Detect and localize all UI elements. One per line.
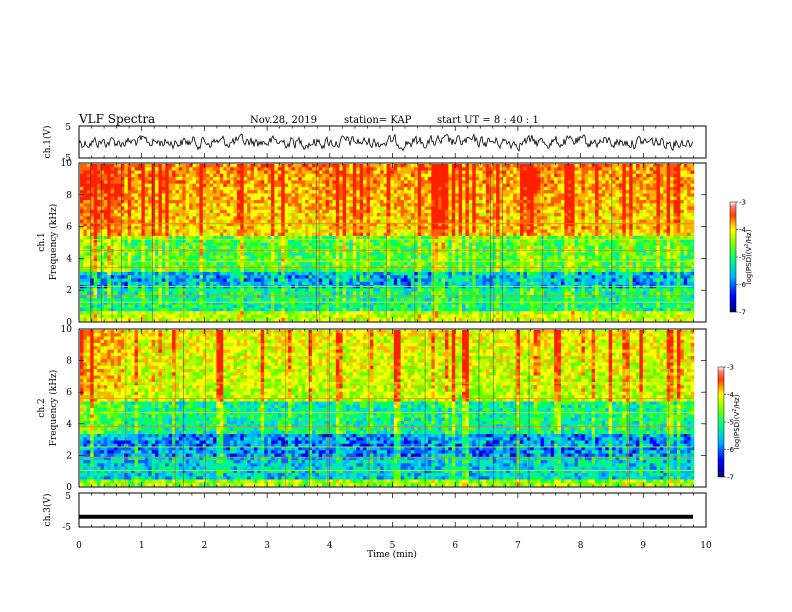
ytick-label: 2 (66, 451, 72, 461)
ch1-colorbar-ticks: -3 -4 -5 -6 -7 (736, 199, 747, 317)
ch2-colorbar-label: log(PSD)(V2/Hz) (732, 394, 741, 449)
x-tick-label: 5 (390, 541, 396, 551)
ch1-spectrogram-panel: 0 2 4 6 8 10 ch.1 Frequency (kHz) -3 -4 -5 -6 -7 … (37, 159, 753, 328)
ch1-ytick-bottom: -5 (62, 154, 71, 164)
ch3-ylabel: ch.3(V) (42, 494, 53, 527)
ch2-colorbar: -3 -4 -5 -6 -7 log(PSD)(V2/Hz) (717, 364, 741, 482)
colorbar-tick-label: -4 (727, 391, 735, 399)
ch1-spectrogram-yticks: 0 2 4 6 8 10 (61, 159, 706, 328)
ch2-spectrogram-panel: 0 2 4 6 8 10 ch.2 Frequency (kHz) -3 -4 -5 -6 -7 … (37, 325, 741, 493)
ytick-label: 8 (66, 191, 72, 201)
x-tick-label: 4 (327, 541, 333, 551)
ch1-ytick-top: 5 (65, 123, 71, 133)
ch1-waveform-panel: 5 -5 ch.1(V) (42, 123, 707, 164)
x-axis-label: Time (min) (367, 549, 417, 560)
ytick-label: 2 (66, 286, 72, 296)
x-tick-label: 6 (452, 541, 458, 551)
ch1-colorbar: -3 -4 -5 -6 -7 log(PSD)(V2/Hz) (729, 199, 753, 317)
ch3-ytick-bottom: -5 (62, 523, 71, 533)
ch3-ytick-top: 5 (65, 492, 71, 502)
colorbar-tick-label: -5 (739, 254, 746, 262)
ch3-waveform-frame (78, 492, 707, 528)
date-label: Nov.28, 2019 (250, 115, 317, 126)
start-ut-label: start UT = 8 : 40 : 1 (437, 115, 539, 126)
ch1-spec-ylabel-frequency: Frequency (kHz) (48, 204, 59, 281)
ytick-label: 10 (61, 159, 73, 169)
ch2-spectrogram-image (80, 330, 695, 487)
x-tick-label: 2 (202, 541, 208, 551)
colorbar-tick-label: -5 (727, 419, 734, 427)
x-tick-label: 0 (76, 541, 82, 551)
colorbar-tick-label: -3 (727, 364, 734, 372)
station-label: station= KAP (344, 115, 412, 126)
ch2-colorbar-gradient (717, 366, 725, 478)
figure-title: VLF Spectra (78, 112, 155, 126)
colorbar-tick-label: -6 (727, 446, 735, 454)
ch1-spectrogram-image (80, 164, 695, 322)
ch1-spec-ylabel-channel: ch.1 (37, 232, 47, 251)
ch3-waveform-panel: 5 -5 ch.3(V) (42, 492, 707, 533)
ch1-colorbar-gradient (729, 201, 737, 313)
ytick-label: 8 (66, 357, 72, 367)
ch1-colorbar-label: log(PSD)(V2/Hz) (744, 229, 753, 284)
x-axis-ticks (78, 126, 707, 527)
colorbar-tick-label: -4 (739, 226, 747, 234)
colorbar-tick-label: -6 (739, 281, 747, 289)
ch2-spec-ylabel-channel: ch.2 (37, 398, 47, 417)
ytick-label: 6 (66, 388, 72, 398)
ytick-label: 0 (66, 318, 72, 328)
x-tick-label: 9 (640, 541, 646, 551)
ytick-label: 4 (66, 420, 72, 430)
ytick-label: 6 (66, 223, 72, 233)
ch2-spectrogram-yticks: 0 2 4 6 8 10 (61, 325, 706, 493)
ch2-spec-ylabel-frequency: Frequency (kHz) (48, 370, 59, 447)
ch1-waveform-line (78, 133, 694, 152)
colorbar-tick-label: -7 (739, 309, 746, 317)
ytick-label: 10 (61, 325, 73, 335)
ytick-label: 4 (66, 254, 72, 264)
ch1-ylabel: ch.1(V) (42, 126, 53, 159)
x-tick-label: 8 (578, 541, 584, 551)
x-tick-label: 3 (264, 541, 270, 551)
ytick-label: 0 (66, 483, 72, 493)
x-axis-tick-labels: 0 1 2 3 4 5 6 7 8 9 10 (76, 541, 712, 551)
colorbar-tick-label: -3 (739, 199, 746, 207)
x-tick-label: 1 (139, 541, 145, 551)
colorbar-tick-label: -7 (727, 474, 734, 482)
x-tick-label: 10 (700, 541, 712, 551)
x-tick-label: 7 (515, 541, 521, 551)
ch2-colorbar-ticks: -3 -4 -5 -6 -7 (724, 364, 735, 482)
